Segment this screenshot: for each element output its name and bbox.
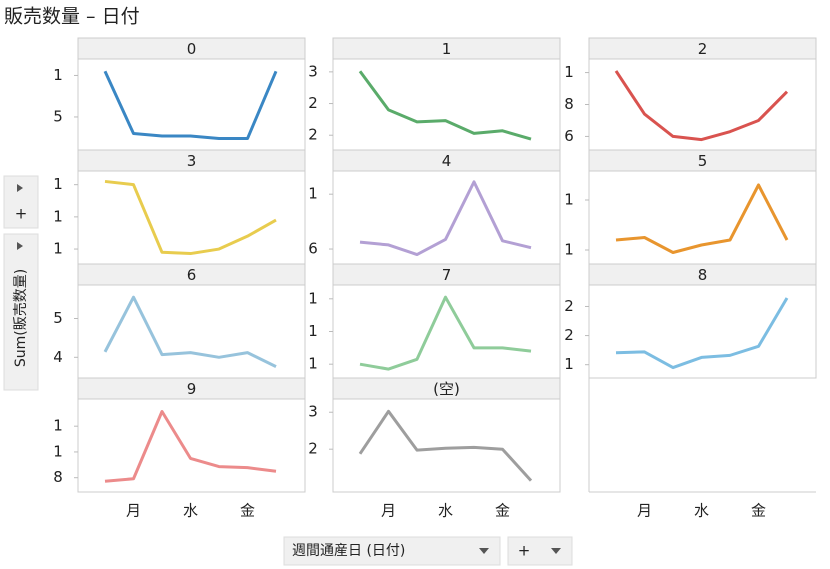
y-tick-label: 1 (308, 289, 318, 307)
series-line (615, 183, 789, 254)
panel (588, 58, 817, 151)
expand-icon (17, 242, 23, 250)
panel-title: 2 (698, 40, 708, 58)
panel-header (588, 149, 817, 172)
y-tick-label: 2 (564, 297, 574, 315)
add-column-button[interactable] (507, 536, 573, 566)
y-tick-label: 1 (564, 63, 574, 81)
y-tick-label: 2 (308, 440, 318, 458)
panel-title: 3 (187, 152, 197, 170)
y-tick-label: 1 (564, 191, 574, 209)
panel (77, 398, 306, 493)
x-tick-label: 金 (240, 502, 255, 520)
panel (332, 170, 561, 265)
x-field-pill[interactable] (283, 536, 501, 566)
panel-header (332, 263, 561, 286)
series-line (359, 295, 532, 371)
y-tick-label: 1 (53, 207, 63, 225)
panel-header (332, 37, 561, 60)
add-row-button[interactable] (3, 175, 39, 229)
series-line (103, 70, 278, 141)
panel (588, 284, 817, 379)
panel-header (332, 149, 561, 172)
panel-title: 5 (698, 152, 708, 170)
y-tick-label: 8 (564, 95, 574, 113)
panel (332, 398, 561, 493)
y-tick-label: 8 (53, 468, 63, 486)
chart-title: 販売数量 – 日付 (4, 6, 140, 28)
dropdown-icon (551, 548, 561, 554)
panel-title: 4 (442, 152, 452, 170)
x-tick-label: 月 (637, 502, 652, 520)
y-tick-label: 1 (53, 175, 63, 193)
panel-title: 8 (698, 266, 708, 284)
series-line (104, 410, 277, 483)
y-tick-label: 1 (53, 442, 63, 460)
column-shelf: 週間通産日 (日付) + (283, 536, 573, 566)
x-tick-label: 月 (381, 502, 396, 520)
panel-header (77, 377, 306, 400)
y-tick-label: 3 (308, 403, 318, 421)
y-tick-label: 1 (564, 241, 574, 259)
expand-icon (17, 184, 23, 192)
panel-header (588, 263, 817, 286)
y-tick-label: 1 (308, 322, 318, 340)
x-tick-label: 金 (751, 502, 766, 520)
y-tick-label: 1 (53, 417, 63, 435)
panel (77, 170, 306, 265)
y-field-pill[interactable] (3, 233, 39, 391)
x-axis-label: 週間通産日 (日付) (292, 543, 405, 559)
y-tick-label: 3 (308, 62, 318, 80)
y-tick-label: 6 (564, 127, 574, 145)
dropdown-icon (479, 548, 489, 554)
panel-header (588, 37, 817, 60)
y-tick-label: 1 (564, 355, 574, 373)
y-tick-label: 2 (308, 126, 318, 144)
series-line (614, 70, 789, 142)
panel-header (77, 149, 306, 172)
y-axis-label: Sum(販売数量) (13, 269, 29, 367)
panel-title: (空) (433, 380, 460, 398)
add-button-label: + (518, 542, 531, 560)
x-tick-label: 水 (183, 502, 198, 520)
y-tick-label: 1 (53, 240, 63, 258)
series-line (358, 409, 533, 482)
series-line (615, 297, 789, 370)
x-tick-label: 水 (438, 502, 453, 520)
series-line (359, 180, 532, 257)
y-tick-label: 1 (53, 66, 63, 84)
panel-header (77, 263, 306, 286)
series-line (358, 70, 532, 141)
y-tick-label: 1 (308, 355, 318, 373)
y-tick-label: 1 (308, 185, 318, 203)
panel-title: 7 (442, 266, 452, 284)
x-tick-label: 金 (495, 502, 510, 520)
panel-header (332, 377, 561, 400)
panel-title: 1 (442, 40, 452, 58)
series-line (103, 295, 277, 368)
panel (588, 170, 817, 265)
y-tick-label: 5 (53, 309, 63, 327)
y-tick-label: 2 (564, 326, 574, 344)
y-tick-label: 5 (53, 107, 63, 125)
panel-header (77, 37, 306, 60)
y-tick-label: 6 (308, 240, 318, 258)
panel-title: 6 (187, 266, 197, 284)
panel-title: 9 (187, 380, 197, 398)
y-tick-label: 2 (308, 94, 318, 112)
panel-title: 0 (187, 40, 197, 58)
add-button-label: + (15, 205, 28, 223)
x-tick-label: 月 (126, 502, 141, 520)
x-tick-label: 水 (694, 502, 709, 520)
series-line (104, 179, 277, 256)
y-tick-label: 4 (53, 348, 63, 366)
row-shelf: + Sum(販売数量) (3, 175, 39, 391)
